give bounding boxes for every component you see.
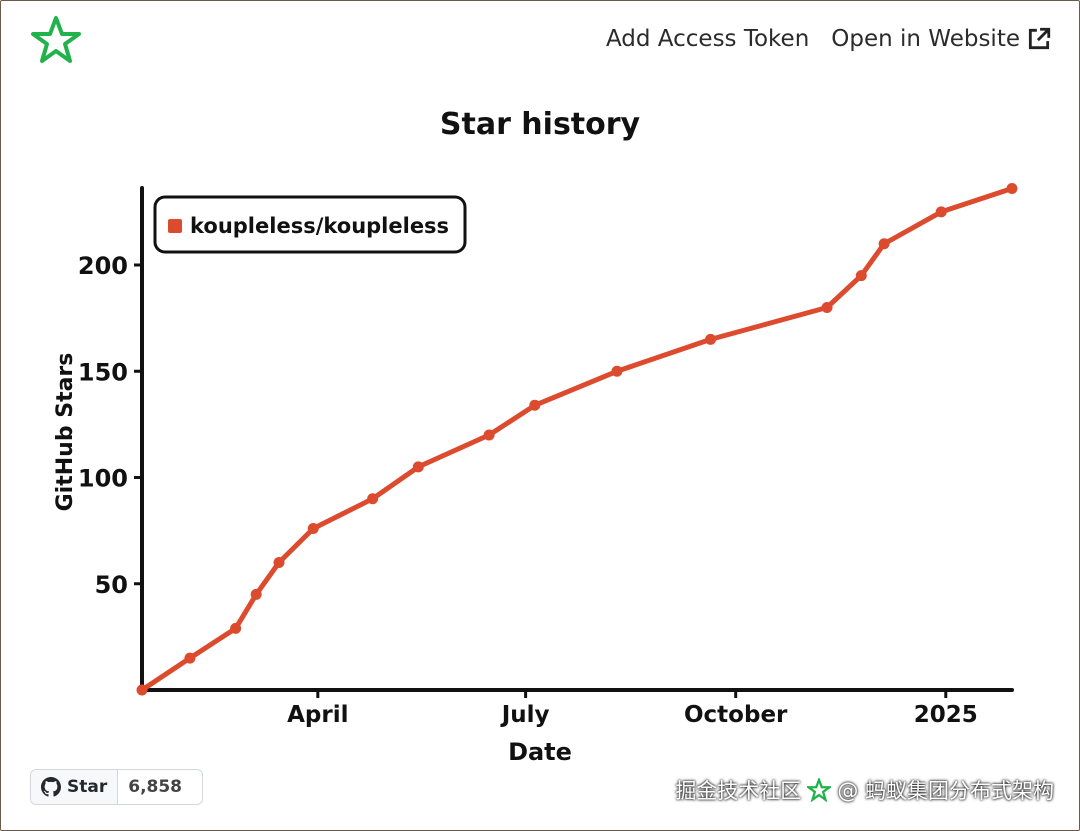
y-tick-label: 100: [78, 465, 128, 493]
x-tick-label: April: [287, 702, 348, 728]
data-point: [855, 270, 867, 282]
github-star-badge[interactable]: Star 6,858: [30, 769, 203, 805]
data-point: [1006, 183, 1018, 194]
y-axis-label: GitHub Stars: [53, 353, 78, 512]
data-point: [878, 238, 890, 250]
chart-title: Star history: [440, 107, 641, 142]
data-point: [273, 557, 285, 568]
data-point: [250, 588, 262, 600]
y-tick-label: 200: [78, 252, 128, 280]
x-tick-label: July: [500, 702, 550, 728]
series-line: [139, 186, 1015, 693]
star-badge-label: Star: [67, 777, 108, 797]
data-point: [412, 461, 424, 473]
star-watermark-icon: [807, 778, 832, 802]
github-icon: [41, 777, 61, 797]
watermark: 掘金技术社区 @ 蚂蚁集团分布式架构: [675, 775, 1054, 805]
open-in-website-label: Open in Website: [831, 26, 1020, 52]
star-count: 6,858: [118, 770, 193, 804]
add-access-token-link[interactable]: Add Access Token: [605, 26, 810, 52]
data-point: [705, 333, 717, 345]
y-tick-label: 50: [95, 571, 128, 599]
star-history-logo-icon[interactable]: [30, 14, 82, 66]
star-badge-button[interactable]: Star: [31, 770, 119, 804]
data-point: [230, 622, 242, 634]
x-tick-label: 2025: [914, 702, 978, 728]
data-point: [935, 206, 947, 218]
open-in-website-link[interactable]: Open in Website: [831, 26, 1052, 52]
legend-label: koupleless/koupleless: [190, 214, 449, 238]
legend-swatch: [168, 219, 182, 233]
data-point: [184, 652, 196, 664]
external-link-icon: [1028, 27, 1051, 50]
y-tick-label: 150: [78, 358, 128, 386]
data-point: [307, 523, 319, 534]
data-point: [136, 684, 148, 696]
data-point: [611, 365, 623, 377]
data-point: [529, 399, 541, 411]
legend-box: [153, 195, 467, 254]
watermark-right: @ 蚂蚁集团分布式架构: [837, 779, 1054, 803]
x-axis-label: Date: [508, 738, 572, 766]
top-nav: Add Access Token Open in Website: [606, 26, 1052, 52]
data-point: [483, 429, 495, 441]
watermark-left: 掘金技术社区: [675, 779, 802, 803]
x-tick-label: October: [684, 702, 788, 728]
data-point: [821, 302, 833, 313]
data-point: [367, 493, 379, 505]
